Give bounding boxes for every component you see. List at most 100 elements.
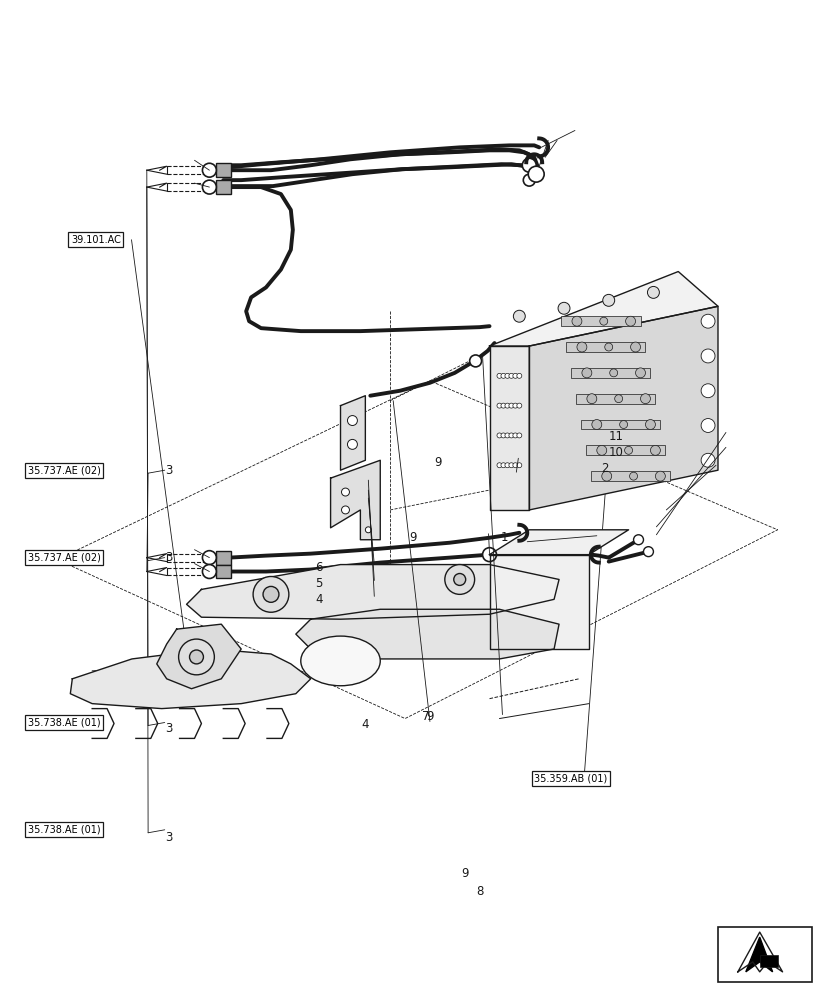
Circle shape <box>202 163 217 177</box>
Circle shape <box>501 403 506 408</box>
Circle shape <box>342 506 349 514</box>
Circle shape <box>509 403 514 408</box>
Bar <box>561 316 640 326</box>
Circle shape <box>614 395 623 403</box>
Circle shape <box>497 403 502 408</box>
Circle shape <box>517 463 522 468</box>
Text: 35.738.AE (01): 35.738.AE (01) <box>28 825 100 835</box>
Circle shape <box>263 586 279 602</box>
Circle shape <box>512 463 517 468</box>
Text: 9: 9 <box>426 710 434 723</box>
Circle shape <box>647 286 660 298</box>
Circle shape <box>482 548 497 562</box>
Circle shape <box>630 472 638 480</box>
Bar <box>760 955 777 967</box>
Polygon shape <box>490 346 529 510</box>
Circle shape <box>445 565 475 594</box>
Text: 9: 9 <box>461 867 469 880</box>
Circle shape <box>597 445 607 455</box>
Text: 8: 8 <box>477 885 483 898</box>
Circle shape <box>505 403 510 408</box>
Circle shape <box>179 639 214 675</box>
Bar <box>586 445 665 455</box>
Circle shape <box>630 342 640 352</box>
Text: 1: 1 <box>501 531 508 544</box>
Circle shape <box>599 317 608 325</box>
Bar <box>217 180 232 194</box>
Bar <box>591 471 670 481</box>
Circle shape <box>517 403 522 408</box>
Circle shape <box>604 343 613 351</box>
Circle shape <box>470 355 482 367</box>
Circle shape <box>640 394 650 404</box>
Polygon shape <box>296 609 559 659</box>
Circle shape <box>577 342 587 352</box>
Circle shape <box>602 471 612 481</box>
Circle shape <box>513 310 525 322</box>
Bar <box>576 394 655 404</box>
Bar <box>566 342 645 352</box>
Circle shape <box>558 302 570 314</box>
Ellipse shape <box>301 636 380 686</box>
Circle shape <box>509 373 514 378</box>
Polygon shape <box>156 624 241 689</box>
Circle shape <box>645 420 655 429</box>
Circle shape <box>505 373 510 378</box>
Text: 3: 3 <box>166 551 173 564</box>
Polygon shape <box>186 565 559 619</box>
Circle shape <box>202 551 217 565</box>
Circle shape <box>497 433 502 438</box>
Text: 9: 9 <box>410 531 417 544</box>
Circle shape <box>701 453 715 467</box>
Circle shape <box>644 547 654 557</box>
Text: 6: 6 <box>315 561 323 574</box>
Text: 39.101.AC: 39.101.AC <box>71 235 120 245</box>
Text: 35.359.AB (01): 35.359.AB (01) <box>534 773 608 783</box>
Circle shape <box>650 445 660 455</box>
Circle shape <box>454 574 466 585</box>
Circle shape <box>523 174 535 186</box>
Text: 3: 3 <box>166 722 173 735</box>
Bar <box>217 551 232 565</box>
Circle shape <box>572 316 582 326</box>
Text: 35.737.AE (02): 35.737.AE (02) <box>28 465 100 475</box>
Circle shape <box>365 527 371 533</box>
Circle shape <box>634 535 644 545</box>
Text: 7: 7 <box>422 710 430 723</box>
Circle shape <box>512 373 517 378</box>
Bar <box>217 565 232 578</box>
Circle shape <box>202 180 217 194</box>
Circle shape <box>635 368 645 378</box>
Circle shape <box>701 419 715 432</box>
Circle shape <box>348 439 358 449</box>
Text: 3: 3 <box>166 464 173 477</box>
Polygon shape <box>490 555 589 649</box>
Text: 11: 11 <box>609 430 624 443</box>
Circle shape <box>509 463 514 468</box>
Circle shape <box>342 488 349 496</box>
Circle shape <box>655 471 665 481</box>
Bar <box>571 368 650 378</box>
Polygon shape <box>746 937 772 972</box>
Text: 2: 2 <box>601 462 609 475</box>
Text: 35.737.AE (02): 35.737.AE (02) <box>28 553 100 563</box>
Text: 3: 3 <box>166 831 173 844</box>
Circle shape <box>512 403 517 408</box>
Bar <box>581 420 660 429</box>
Circle shape <box>609 369 618 377</box>
Bar <box>718 927 813 982</box>
Circle shape <box>603 294 614 306</box>
Bar <box>217 163 232 177</box>
Circle shape <box>701 349 715 363</box>
Circle shape <box>582 368 592 378</box>
Circle shape <box>190 650 203 664</box>
Polygon shape <box>330 460 380 540</box>
Circle shape <box>505 433 510 438</box>
Circle shape <box>497 463 502 468</box>
Circle shape <box>701 314 715 328</box>
Text: 9: 9 <box>435 456 442 469</box>
Text: 4: 4 <box>361 718 369 731</box>
Circle shape <box>625 316 635 326</box>
Circle shape <box>512 433 517 438</box>
Circle shape <box>348 416 358 425</box>
